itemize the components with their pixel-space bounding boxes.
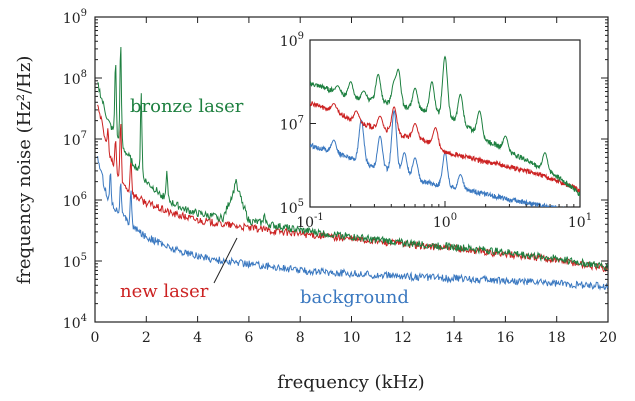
x-tick-label: 16	[496, 330, 514, 346]
main-x-ticks: 0 2 4 6 8 10 12 14 16 18 20	[91, 17, 617, 346]
y-tick-label: 107	[63, 130, 87, 149]
inset-plot-frame	[309, 39, 581, 208]
main-series-bronze-laser	[97, 46, 608, 271]
x-tick-label: 14	[445, 330, 463, 346]
inset-series-group	[310, 55, 580, 207]
x-tick-label: 4	[193, 330, 202, 346]
main-series-background	[97, 156, 608, 291]
y-tick-label: 106	[63, 191, 87, 210]
inset-x-ticks: 10-1 100 101	[296, 201, 592, 231]
inset-plot: 10-1 100 101 105 107 109	[280, 31, 592, 231]
x-tick-label: 10	[343, 330, 361, 346]
y-tick-label: 104	[63, 313, 87, 332]
x-tick-label: 20	[599, 330, 617, 346]
inset-y-tick-label: 109	[280, 31, 304, 50]
x-tick-label: 2	[142, 330, 151, 346]
label-bronze-laser: bronze laser	[130, 96, 244, 117]
new-laser-pointer	[213, 237, 238, 284]
main-y-ticks: 104 105 106 107 108 109	[63, 8, 608, 332]
inset-x-tick-label: 101	[568, 212, 592, 231]
x-tick-label: 8	[296, 330, 305, 346]
y-tick-label: 105	[63, 252, 87, 271]
x-axis-label: frequency (kHz)	[277, 372, 424, 393]
inset-y-tick-label: 107	[280, 115, 304, 134]
inset-y-ticks: 105 107 109	[280, 31, 316, 217]
inset-x-tick-label: 100	[433, 212, 457, 231]
x-tick-label: 0	[91, 330, 100, 346]
inset-series-new-laser	[310, 101, 580, 194]
main-plot: 0 2 4 6 8 10 12 14 16 18 20 104 105 106 107 108 109 fre…	[14, 8, 617, 393]
main-series-group	[97, 46, 608, 291]
x-tick-label: 12	[394, 330, 412, 346]
x-tick-label: 6	[244, 330, 253, 346]
y-tick-label: 108	[63, 69, 87, 88]
label-new-laser: new laser	[120, 281, 209, 302]
y-axis-label: frequency noise (Hz²/Hz)	[14, 56, 35, 285]
y-tick-label: 109	[63, 8, 87, 27]
x-tick-label: 18	[548, 330, 566, 346]
inset-x-tick-label: 10-1	[296, 212, 324, 231]
inset-series-bronze-laser	[310, 55, 580, 197]
inset-y-tick-label: 105	[280, 198, 304, 217]
label-background: background	[300, 287, 409, 308]
